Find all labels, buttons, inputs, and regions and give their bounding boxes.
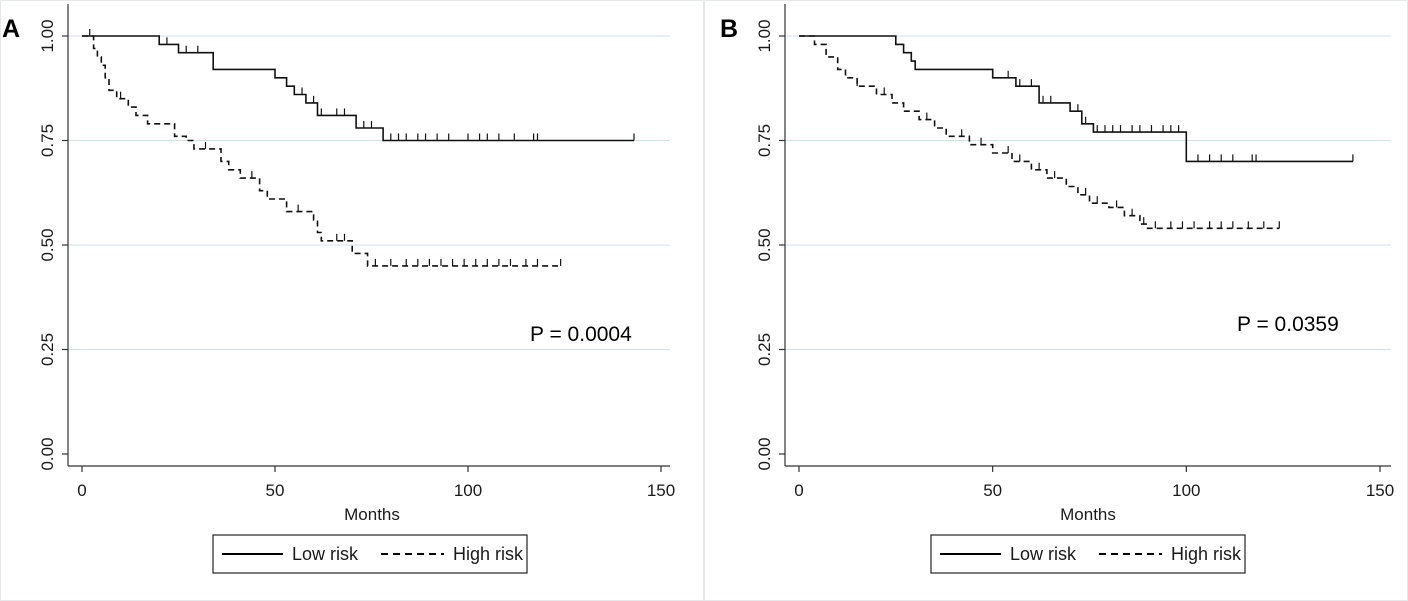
legend-label-low-risk: Low risk	[1010, 544, 1077, 564]
x-tick-label-50: 50	[266, 481, 285, 500]
plot-axes: 0.00 0.25 0.50 0.75 1.00 0 50 100 150	[38, 4, 675, 500]
p-value-annotation: P = 0.0359	[1237, 313, 1339, 336]
x-tick-label-0: 0	[794, 481, 803, 500]
legend: Low risk High risk	[212, 534, 528, 574]
panel-label: A	[2, 15, 20, 43]
series-low-risk	[82, 35, 635, 142]
x-axis-title: Months	[1060, 505, 1116, 524]
y-tick-label-0.50: 0.50	[755, 228, 774, 261]
legend-label-high-risk: High risk	[453, 544, 524, 564]
y-tick-label-0.75: 0.75	[38, 124, 57, 157]
y-tick-label-1.00: 1.00	[38, 19, 57, 52]
x-tick-label-150: 150	[647, 481, 675, 500]
km-curve-low-risk	[82, 35, 634, 142]
km-chart-panel-a: 0.00 0.25 0.50 0.75 1.00 0 50 100 150 A P = 0.00…	[0, 0, 704, 601]
y-tick-label-0.50: 0.50	[38, 228, 57, 261]
legend: Low risk High risk	[930, 534, 1246, 574]
km-chart-panel-b: 0.00 0.25 0.50 0.75 1.00 0 50 100 150 B P = 0.03…	[704, 0, 1408, 601]
series-high-risk	[799, 35, 1280, 230]
km-curve-high-risk	[799, 35, 1280, 230]
y-tick-label-1.00: 1.00	[755, 19, 774, 52]
legend-label-low-risk: Low risk	[292, 544, 359, 564]
x-tick-label-50: 50	[983, 481, 1002, 500]
panel-label: B	[720, 15, 738, 43]
legend-label-high-risk: High risk	[1171, 544, 1242, 564]
y-tick-label-0.00: 0.00	[38, 437, 57, 470]
x-tick-label-100: 100	[1172, 481, 1200, 500]
grid-lines	[68, 35, 670, 350]
km-chart-a-svg: 0.00 0.25 0.50 0.75 1.00 0 50 100 150 A P = 0.00…	[0, 0, 704, 601]
y-tick-label-0.00: 0.00	[755, 437, 774, 470]
y-tick-label-0.25: 0.25	[38, 333, 57, 366]
x-tick-label-150: 150	[1366, 481, 1394, 500]
y-tick-label-0.75: 0.75	[755, 124, 774, 157]
series-high-risk	[82, 29, 562, 267]
x-tick-label-100: 100	[454, 481, 482, 500]
km-curve-low-risk	[799, 35, 1353, 163]
x-tick-label-0: 0	[77, 481, 86, 500]
km-chart-b-svg: 0.00 0.25 0.50 0.75 1.00 0 50 100 150 B P = 0.03…	[704, 0, 1408, 601]
plot-axes: 0.00 0.25 0.50 0.75 1.00 0 50 100 150	[755, 4, 1394, 500]
p-value-annotation: P = 0.0004	[530, 323, 632, 346]
series-low-risk	[799, 35, 1354, 163]
km-curve-high-risk	[82, 35, 561, 267]
y-tick-label-0.25: 0.25	[755, 333, 774, 366]
x-axis-title: Months	[344, 505, 400, 524]
